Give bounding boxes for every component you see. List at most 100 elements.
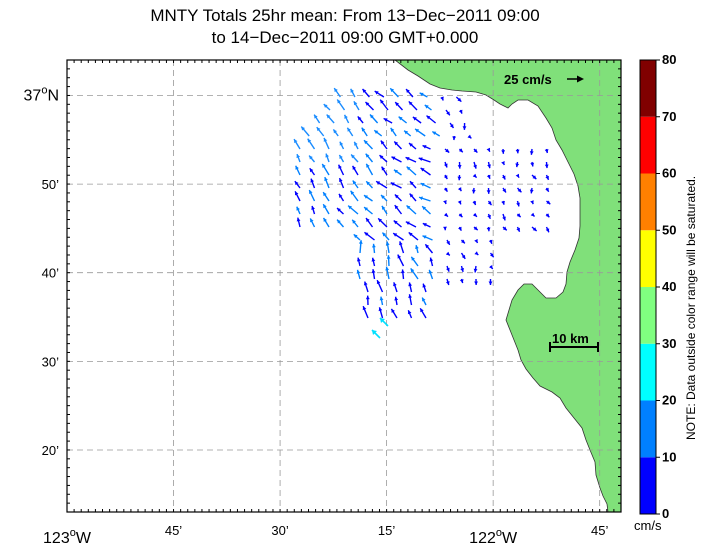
current-vector-head [502, 226, 507, 231]
current-vector-head [337, 219, 341, 224]
current-vector-head [412, 116, 417, 121]
current-vector-head [385, 266, 390, 271]
current-vector-head [334, 88, 338, 93]
current-vector-head [545, 175, 549, 180]
current-vector-head [381, 205, 386, 210]
current-vector-head [394, 205, 399, 210]
colorbar-tick-label: 10 [662, 449, 676, 464]
map-frame [66, 59, 622, 513]
current-vector-head [365, 295, 370, 300]
current-vector-head [380, 140, 385, 145]
current-vector-head [371, 269, 376, 273]
current-vector-head [310, 218, 314, 223]
current-vector-head [309, 168, 314, 173]
current-vector-head [487, 164, 491, 169]
current-vector-head [366, 218, 370, 222]
current-vector-head [406, 205, 411, 210]
current-vector-head [473, 268, 478, 273]
current-vector-head [474, 238, 478, 243]
current-vector-head [546, 200, 551, 205]
current-vector-head [459, 279, 464, 284]
current-vector-head [323, 192, 327, 197]
current-vector-head [352, 180, 357, 185]
current-vector-head [449, 124, 454, 129]
current-vector-head [323, 104, 328, 108]
current-vector-head [378, 307, 383, 312]
current-vector-head [530, 212, 535, 217]
current-vector-head [365, 153, 370, 158]
current-vector-head [337, 99, 341, 104]
current-vector-head [407, 310, 412, 315]
current-vector-head [411, 256, 415, 261]
current-vector-head [424, 104, 429, 109]
lat-label: 20’ [42, 443, 59, 458]
current-vector-head [323, 204, 327, 209]
current-vector-head [529, 189, 534, 194]
current-vector-head [344, 114, 348, 119]
colorbar-segment [640, 343, 656, 401]
colorbar: 0 10 20 30 40 50 60 70 80 [639, 52, 676, 521]
current-vector-head [515, 163, 520, 168]
colorbar-segment [640, 457, 656, 514]
current-vector-head [445, 281, 450, 286]
current-vector-head [408, 294, 413, 299]
colorbar-segment [640, 116, 656, 174]
current-vector-head [322, 163, 326, 168]
current-vector-head [385, 241, 390, 246]
current-vector-head [364, 195, 368, 199]
current-vector-head [406, 166, 411, 171]
current-vector-head [501, 175, 506, 180]
current-vector-head [338, 193, 343, 198]
current-vector-head [350, 190, 355, 195]
current-vector-head [461, 254, 466, 259]
current-vector-head [405, 157, 410, 161]
current-vector-head [339, 154, 343, 159]
current-vector-head [473, 164, 477, 169]
current-vector-head [415, 245, 419, 250]
colorbar-segment [640, 400, 656, 458]
colorbar-tick-label: 40 [662, 279, 676, 294]
current-vector-head [348, 205, 353, 210]
current-vector-head [544, 149, 549, 153]
current-vector-head [486, 190, 491, 194]
current-vector-head [502, 188, 506, 193]
current-vector-head [374, 91, 379, 95]
current-vector-head [310, 178, 315, 183]
colorbar-tick-label: 30 [662, 336, 676, 351]
current-vector-head [443, 175, 448, 180]
arrow-scale-label: 25 cm/s [504, 72, 552, 87]
current-vector-head [440, 96, 444, 101]
lon-label: 30’ [271, 523, 288, 538]
current-vector-head [474, 281, 478, 285]
current-vector-head [376, 181, 381, 185]
distance-scale-label: 10 km [552, 331, 589, 346]
current-vector-head [422, 283, 427, 288]
current-vector-head [405, 221, 410, 226]
current-vector-head [444, 212, 449, 217]
current-vector-head [364, 207, 369, 211]
current-vector-head [390, 182, 395, 186]
current-vector-head [409, 143, 413, 147]
latitude-labels: 37oN 50’ 40’ 30’ 20’ [24, 84, 60, 458]
current-vector-head [409, 193, 414, 198]
colorbar-tick-label: 70 [662, 109, 676, 124]
current-vector-head [381, 195, 385, 199]
current-vector-head [420, 308, 424, 313]
current-vector-head [446, 111, 450, 116]
saturation-note: NOTE: Data outside color range will be s… [684, 175, 698, 440]
current-vector-head [419, 196, 423, 201]
current-vector-head [381, 166, 386, 171]
current-vector-head [311, 205, 315, 210]
current-vector-head [390, 127, 395, 132]
current-vector-head [457, 187, 462, 192]
current-vector-head [393, 169, 398, 174]
current-vector-head [501, 200, 505, 205]
distance-scale-legend: 10 km [549, 331, 599, 352]
current-vector-head [365, 101, 370, 106]
current-vector-head [422, 223, 427, 227]
current-vector-head [429, 257, 434, 262]
current-vector-head [362, 306, 367, 311]
arrow-scale-legend: 25 cm/s [504, 72, 584, 87]
current-vector-head [357, 116, 362, 121]
current-vector-head [515, 173, 520, 178]
